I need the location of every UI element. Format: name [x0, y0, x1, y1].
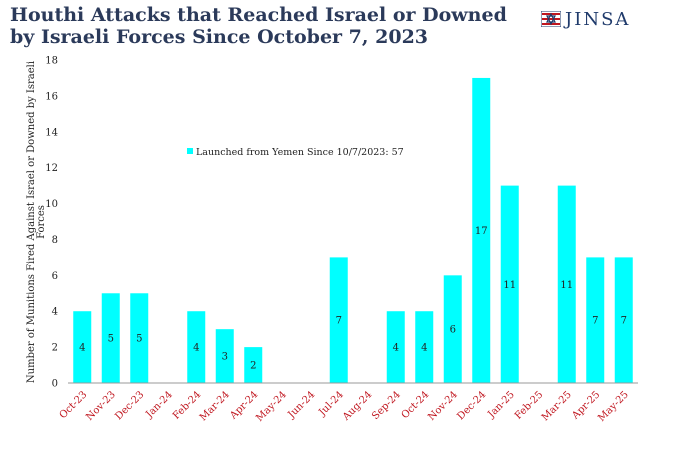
bar — [386, 311, 405, 383]
data-label: 7 — [621, 316, 627, 327]
x-tick-label: Nov-23 — [84, 389, 118, 423]
x-tick-label: Dec-23 — [113, 389, 146, 422]
data-label: 2 — [250, 361, 256, 372]
y-tick-label: 18 — [45, 56, 58, 67]
x-axis-ticks: Oct-23Nov-23Dec-23Jan-24Feb-24Mar-24Apr-… — [58, 389, 631, 424]
chart-title: Houthi Attacks that Reached Israel or Do… — [10, 4, 507, 48]
bar — [187, 311, 206, 383]
data-label: 4 — [421, 343, 427, 354]
y-tick-label: 2 — [52, 343, 58, 354]
bars — [73, 77, 633, 383]
bar — [329, 257, 348, 383]
y-tick-label: 0 — [52, 379, 58, 390]
y-tick-label: 4 — [52, 307, 58, 318]
bar — [130, 293, 149, 383]
data-label: 7 — [336, 316, 342, 327]
x-tick-label: Jun-24 — [286, 389, 318, 421]
x-tick-label: May-24 — [254, 389, 289, 424]
y-axis-label-line: Number of Munitions Fired Against Israel… — [26, 61, 37, 383]
data-label: 5 — [136, 334, 142, 345]
bar — [500, 185, 519, 383]
x-tick-label: Mar-25 — [540, 389, 574, 423]
y-tick-label: 10 — [45, 199, 58, 210]
x-tick-label: Aug-24 — [340, 389, 374, 423]
x-tick-label: Nov-24 — [426, 389, 460, 423]
y-tick-label: 12 — [45, 163, 58, 174]
data-labels: 4 5 5 4 3 2 7 4 4 6 17 11 11 7 7 — [79, 226, 627, 372]
data-label: 17 — [475, 226, 488, 237]
data-label: 4 — [393, 343, 399, 354]
y-axis-label: Number of Munitions Fired Against Israel… — [26, 61, 47, 383]
bar — [244, 347, 263, 383]
bar — [215, 329, 234, 383]
bar — [614, 257, 633, 383]
legend-swatch — [187, 148, 193, 154]
data-label: 5 — [108, 334, 114, 345]
data-label: 6 — [450, 325, 456, 336]
jinsa-flag-icon — [541, 11, 561, 27]
x-tick-label: Jan-24 — [143, 389, 174, 420]
data-label: 11 — [560, 280, 573, 291]
x-tick-label: Dec-24 — [455, 389, 488, 422]
data-label: 7 — [592, 316, 598, 327]
y-tick-label: 14 — [45, 127, 58, 138]
jinsa-logo: JINSA — [541, 8, 630, 30]
bar — [472, 77, 491, 383]
x-tick-label: Mar-24 — [198, 389, 232, 423]
y-axis-ticks: 0 2 4 6 8 10 12 14 16 18 — [45, 56, 58, 390]
bar — [101, 293, 120, 383]
y-tick-label: 6 — [52, 271, 58, 282]
x-tick-label: Sep-24 — [370, 389, 403, 422]
data-label: 11 — [503, 280, 516, 291]
x-tick-label: May-25 — [596, 389, 631, 424]
bar — [557, 185, 576, 383]
bar — [443, 275, 462, 383]
legend-label: Launched from Yemen Since 10/7/2023: 57 — [196, 147, 404, 158]
bar — [73, 311, 92, 383]
data-label: 4 — [79, 343, 85, 354]
bar — [415, 311, 434, 383]
x-tick-label: Jan-25 — [485, 389, 516, 420]
data-label: 4 — [193, 343, 199, 354]
y-axis-label-line: Forces — [36, 205, 47, 239]
jinsa-logo-text: JINSA — [565, 8, 631, 30]
data-label: 3 — [222, 352, 228, 363]
y-tick-label: 16 — [45, 91, 58, 102]
y-tick-label: 8 — [52, 235, 58, 246]
bar — [586, 257, 605, 383]
legend: Launched from Yemen Since 10/7/2023: 57 — [187, 147, 404, 158]
